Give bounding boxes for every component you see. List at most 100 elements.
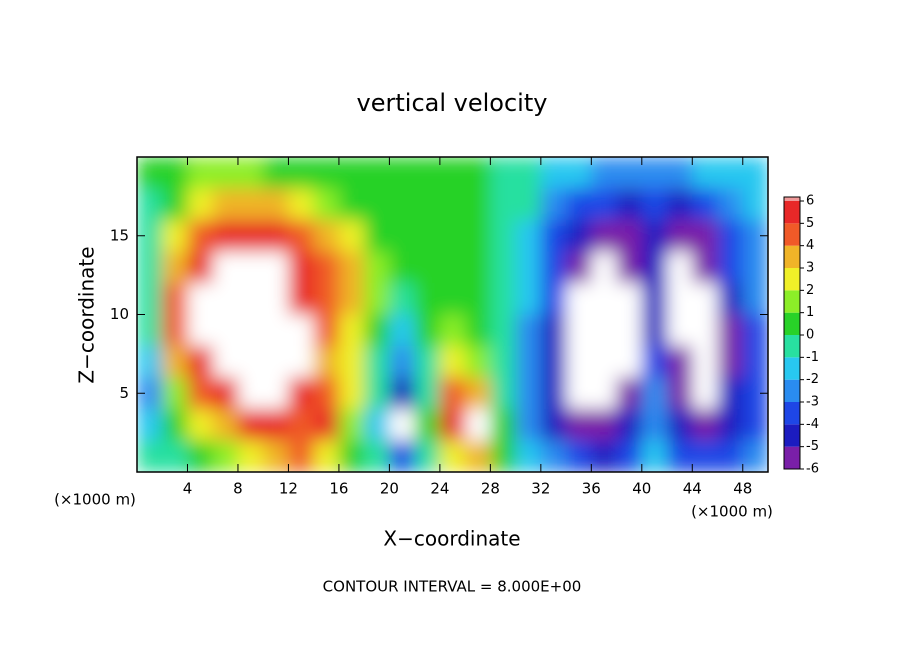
cell — [717, 157, 744, 189]
cell — [591, 440, 618, 472]
cell — [616, 283, 643, 315]
cell — [439, 283, 466, 315]
cell — [338, 157, 365, 189]
colorbar-swatch — [784, 446, 800, 469]
cell — [313, 440, 340, 472]
cell — [414, 314, 441, 347]
cell — [439, 314, 466, 347]
cell — [162, 377, 188, 410]
cell — [364, 440, 390, 472]
cell — [364, 409, 390, 441]
cell — [717, 220, 744, 252]
cell — [566, 157, 592, 189]
cell — [414, 346, 441, 378]
x-tick-label: 20 — [380, 480, 399, 498]
cell — [187, 409, 214, 441]
cell — [616, 251, 643, 284]
cell — [364, 157, 390, 189]
cell — [616, 440, 643, 472]
cell — [162, 440, 188, 472]
cell — [338, 251, 365, 284]
cell — [667, 283, 693, 315]
cell — [364, 377, 390, 410]
cell — [641, 440, 668, 472]
cell — [566, 283, 592, 315]
cell — [137, 157, 163, 189]
cell — [717, 251, 744, 284]
cell — [414, 283, 441, 315]
colorbar-swatch — [784, 268, 800, 291]
cell — [414, 440, 441, 472]
y-axis-label: Z−coordinate — [75, 246, 99, 383]
cell — [692, 283, 719, 315]
cell — [742, 188, 768, 221]
cell — [591, 251, 618, 284]
cell — [717, 409, 744, 441]
cell — [263, 157, 289, 189]
cell — [616, 409, 643, 441]
colorbar-label: -5 — [806, 439, 819, 454]
cell — [566, 188, 592, 221]
cell — [212, 409, 239, 441]
cell — [490, 283, 517, 315]
cell — [692, 346, 719, 378]
cell — [465, 346, 491, 378]
x-tick-label: 48 — [733, 480, 752, 498]
cell — [389, 377, 416, 410]
cell — [540, 314, 567, 347]
cell — [515, 409, 542, 441]
cell — [162, 251, 188, 284]
y-tick-label: 5 — [119, 384, 129, 402]
cell — [212, 377, 239, 410]
cell — [742, 283, 768, 315]
cell — [591, 157, 618, 189]
cell — [212, 157, 239, 189]
cell — [364, 251, 390, 284]
cell — [212, 251, 239, 284]
cell — [364, 283, 390, 315]
cell — [338, 377, 365, 410]
cell — [263, 440, 289, 472]
cell — [389, 314, 416, 347]
cell — [288, 188, 315, 221]
cell — [439, 188, 466, 221]
cell — [212, 283, 239, 315]
cell — [641, 283, 668, 315]
cell — [490, 314, 517, 347]
cell — [540, 157, 567, 189]
x-tick-label: 12 — [279, 480, 298, 498]
cell — [566, 409, 592, 441]
cell — [641, 157, 668, 189]
cell — [162, 220, 188, 252]
cell — [692, 314, 719, 347]
cell — [515, 220, 542, 252]
cell — [616, 188, 643, 221]
cell — [237, 377, 264, 410]
cell — [742, 314, 768, 347]
cell — [515, 157, 542, 189]
cell — [288, 377, 315, 410]
colorbar-label: 0 — [806, 328, 814, 343]
cell — [313, 314, 340, 347]
cell — [717, 283, 744, 315]
colorbar-label: 1 — [806, 305, 814, 320]
x-tick-label: 16 — [329, 480, 348, 498]
cell — [515, 377, 542, 410]
cell — [137, 409, 163, 441]
cell — [212, 220, 239, 252]
cell — [313, 188, 340, 221]
cell — [338, 220, 365, 252]
cell — [667, 377, 693, 410]
cell — [414, 251, 441, 284]
cell — [364, 188, 390, 221]
cell — [338, 188, 365, 221]
cell — [540, 346, 567, 378]
cell — [515, 283, 542, 315]
cell — [515, 346, 542, 378]
cell — [717, 314, 744, 347]
cell — [263, 220, 289, 252]
cell — [692, 188, 719, 221]
cell — [490, 157, 517, 189]
cell — [162, 283, 188, 315]
cell — [414, 220, 441, 252]
